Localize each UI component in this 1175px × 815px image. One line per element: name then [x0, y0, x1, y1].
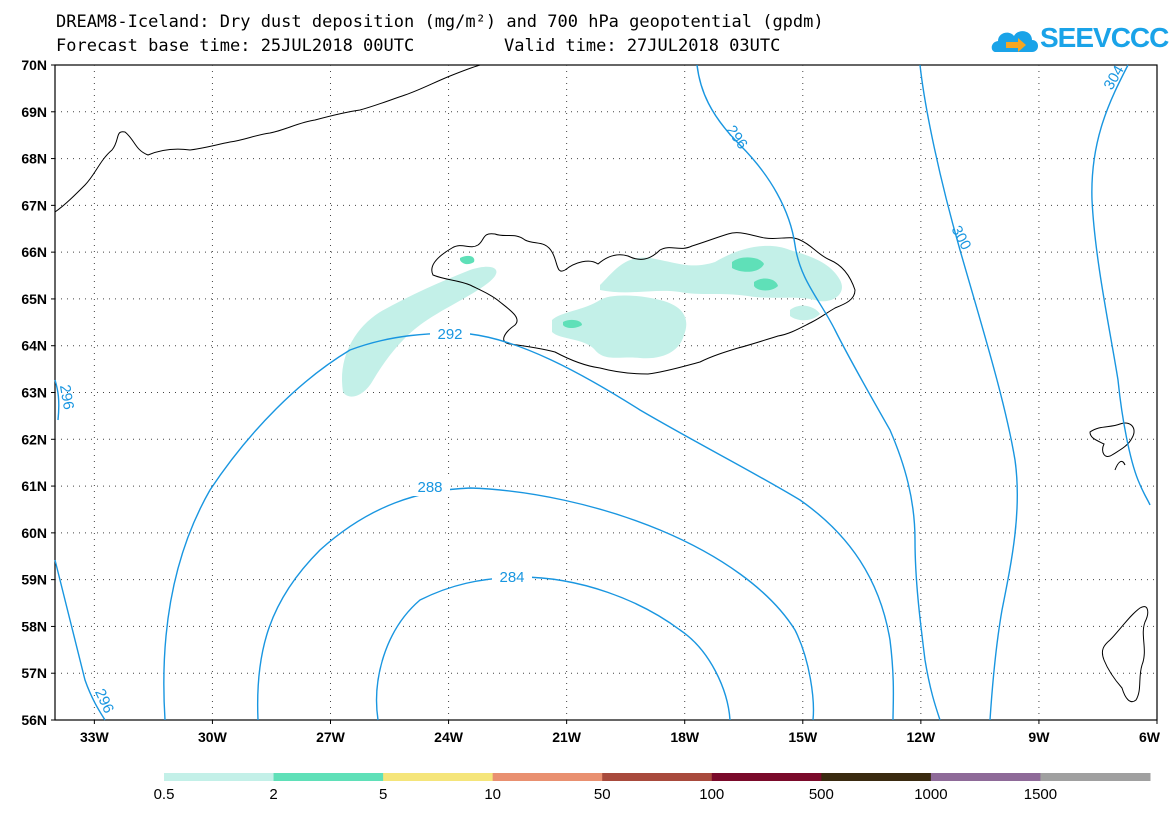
- scotland-coast: [1101, 606, 1149, 703]
- latitude-label: 67N: [21, 197, 47, 213]
- contour-label-288: 288: [417, 479, 442, 496]
- legend-label: 5: [379, 786, 387, 803]
- coastlines: [54, 64, 1149, 703]
- legend-label: 1500: [1024, 786, 1057, 803]
- longitude-label: 9W: [1028, 729, 1050, 745]
- contour-296-east: [696, 64, 941, 721]
- dust-area-peak-1: [732, 257, 764, 272]
- latitude-label: 63N: [21, 385, 47, 401]
- latitude-label: 65N: [21, 291, 47, 307]
- latitude-label: 70N: [21, 57, 47, 73]
- geopotential-contours: [54, 64, 1151, 721]
- contour-label-292: 292: [437, 326, 462, 343]
- latitude-label: 57N: [21, 665, 47, 681]
- latitude-label: 56N: [21, 712, 47, 728]
- contour-296-far-west: [54, 379, 60, 421]
- legend-label: 100: [699, 786, 724, 803]
- contour-label-296-north: 296: [723, 122, 751, 152]
- longitude-label: 18W: [670, 729, 700, 745]
- longitude-label: 30W: [198, 729, 228, 745]
- contour-288: [256, 487, 815, 721]
- contour-label-296-sw: 296: [91, 686, 117, 716]
- latitude-label: 64N: [21, 338, 47, 354]
- legend-label: 2: [269, 786, 277, 803]
- contour-label-300: 300: [948, 223, 975, 253]
- latitude-label: 68N: [21, 151, 47, 167]
- dust-area-north: [600, 245, 842, 302]
- legend-swatch: [164, 773, 275, 781]
- legend-swatch: [383, 773, 494, 781]
- latitude-label: 69N: [21, 104, 47, 120]
- latitude-label: 62N: [21, 431, 47, 447]
- longitude-label: 33W: [80, 729, 110, 745]
- faroe-islands-coast: [1089, 422, 1135, 458]
- latitude-label: 59N: [21, 572, 47, 588]
- lat-lon-grid: [55, 65, 1157, 720]
- forecast-base-time: Forecast base time: 25JUL2018 00UTC: [56, 36, 415, 56]
- dust-deposition-field: [342, 245, 842, 397]
- iceland-coast: [431, 232, 856, 375]
- cloud-arrow-icon: [991, 31, 1038, 52]
- logo-text: SEEVCCC: [1040, 22, 1169, 53]
- latitude-labels: 70N 69N 68N 67N 66N 65N 64N 63N 62N 61N 60N 59N 58N 5…: [21, 57, 55, 728]
- latitude-label: 60N: [21, 525, 47, 541]
- dust-area-peak-4: [460, 255, 475, 265]
- valid-time-text: Valid time: 27JUL2018 03UTC: [504, 36, 781, 56]
- legend-swatch: [273, 773, 384, 781]
- legend-label: 500: [809, 786, 834, 803]
- latitude-label: 61N: [21, 478, 47, 494]
- longitude-labels: 33W 30W 27W 24W 21W 18W 15W 12W 9W 6W: [80, 720, 1161, 745]
- contour-label-304: 304: [1100, 63, 1127, 93]
- latitude-label: 66N: [21, 244, 47, 260]
- greenland-coast: [54, 64, 481, 213]
- longitude-label: 15W: [788, 729, 818, 745]
- legend-label: 0.5: [154, 786, 175, 803]
- dust-area-peak-3: [563, 319, 582, 328]
- longitude-label: 21W: [552, 729, 582, 745]
- dust-area-peak-2: [754, 278, 778, 291]
- color-legend: 0.5 2 5 10 50 100 500 1000 1500: [154, 773, 1151, 803]
- legend-label: 50: [594, 786, 611, 803]
- legend-label: 1000: [914, 786, 947, 803]
- latitude-label: 58N: [21, 618, 47, 634]
- legend-swatch: [602, 773, 713, 781]
- legend-swatch: [1040, 773, 1151, 781]
- contour-284: [375, 576, 731, 721]
- contour-label-296-w: 296: [56, 383, 77, 411]
- dust-area-east: [790, 305, 820, 321]
- legend-swatch: [821, 773, 932, 781]
- legend-swatch: [930, 773, 1041, 781]
- legend-swatch: [711, 773, 822, 781]
- dust-area-central: [552, 295, 687, 359]
- longitude-label: 12W: [906, 729, 936, 745]
- contour-labels: 292 288 284 296 300 304 296 296: [56, 63, 1128, 716]
- shetland-coast: [1114, 460, 1126, 471]
- legend-label: 10: [484, 786, 501, 803]
- contour-292: [163, 332, 895, 721]
- longitude-label: 6W: [1139, 729, 1161, 745]
- legend-swatch: [492, 773, 603, 781]
- map-title: DREAM8-Iceland: Dry dust deposition (mg/…: [56, 12, 824, 32]
- longitude-label: 24W: [434, 729, 464, 745]
- contour-label-284: 284: [499, 569, 524, 586]
- longitude-label: 27W: [316, 729, 346, 745]
- contour-304: [1091, 64, 1151, 506]
- contour-300: [919, 64, 1019, 721]
- dust-plume-west: [342, 266, 497, 397]
- contour-296-west: [54, 559, 106, 721]
